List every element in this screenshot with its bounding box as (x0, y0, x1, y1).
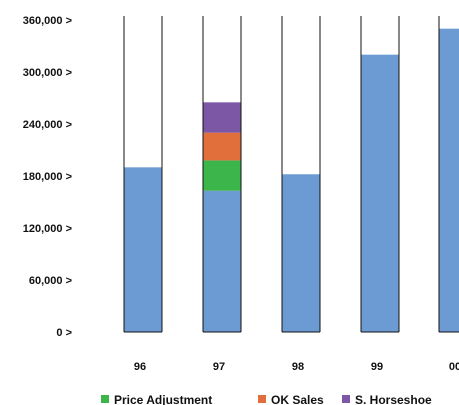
legend-label: Price Adjustment (114, 393, 212, 405)
bar-segment-s-horseshoe (203, 102, 241, 133)
legend-swatch (342, 395, 350, 403)
bar-base (282, 174, 320, 332)
x-axis: 96 97 98 99 00 (134, 361, 459, 373)
y-tick-label: 240,000 > (23, 119, 72, 131)
y-tick-label: 60,000 > (29, 275, 72, 287)
y-tick-label: 300,000 > (23, 67, 72, 79)
bar-base (124, 167, 162, 332)
y-tick-label: 0 > (56, 327, 72, 339)
x-tick-label: 99 (371, 361, 383, 373)
x-tick-label: 96 (134, 361, 146, 373)
column-97 (202, 16, 242, 333)
bar-segment-price-adjustment (203, 160, 241, 191)
bar-base (439, 28, 459, 333)
y-tick-label: 120,000 > (23, 223, 72, 235)
legend-swatch (101, 395, 109, 403)
column-98 (281, 16, 321, 333)
legend-item: OK Sales (258, 393, 324, 405)
legend-item: Price Adjustment (101, 393, 212, 405)
legend-label: OK Sales (271, 393, 324, 405)
legend-swatch (258, 395, 266, 403)
x-tick-label: 98 (292, 361, 304, 373)
y-tick-label: 180,000 > (23, 171, 72, 183)
bar-segment-ok-sales (203, 132, 241, 161)
x-tick-label: 00 (449, 361, 459, 373)
bar-base (203, 190, 241, 332)
y-axis: 0 > 60,000 > 120,000 > 180,000 > 240,000 > 30… (23, 15, 72, 339)
column-00 (438, 16, 459, 333)
column-99 (360, 16, 400, 333)
legend-item: S. Horseshoe (342, 393, 432, 405)
legend: Price Adjustment OK Sales S. Horseshoe (101, 393, 432, 405)
legend-label: S. Horseshoe (355, 393, 432, 405)
column-96 (123, 16, 163, 333)
y-tick-label: 360,000 > (23, 15, 72, 27)
bar-columns (123, 16, 459, 333)
x-tick-label: 97 (213, 361, 225, 373)
bar-base (361, 54, 399, 333)
